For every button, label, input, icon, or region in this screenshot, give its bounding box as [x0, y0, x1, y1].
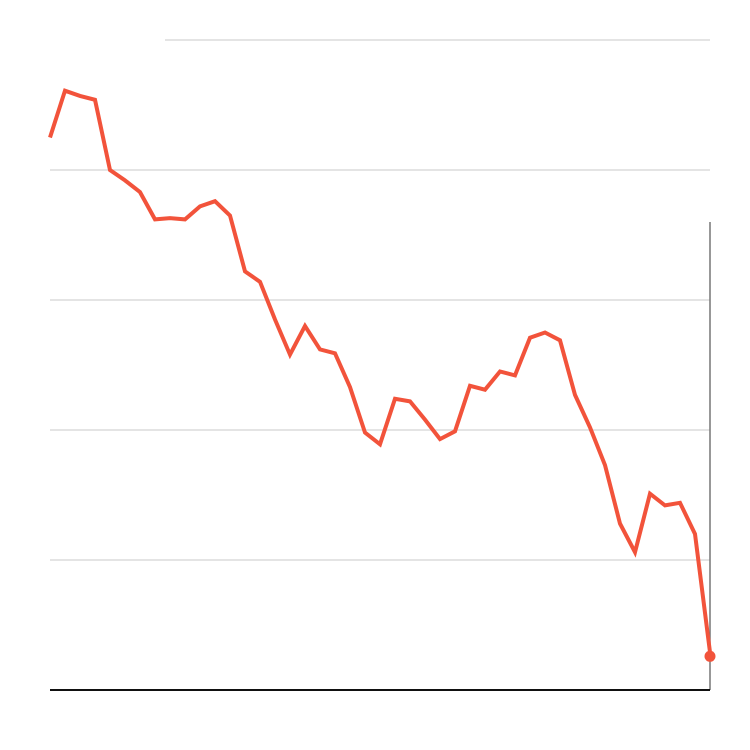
end-point — [704, 650, 716, 662]
data-line — [48, 88, 712, 653]
